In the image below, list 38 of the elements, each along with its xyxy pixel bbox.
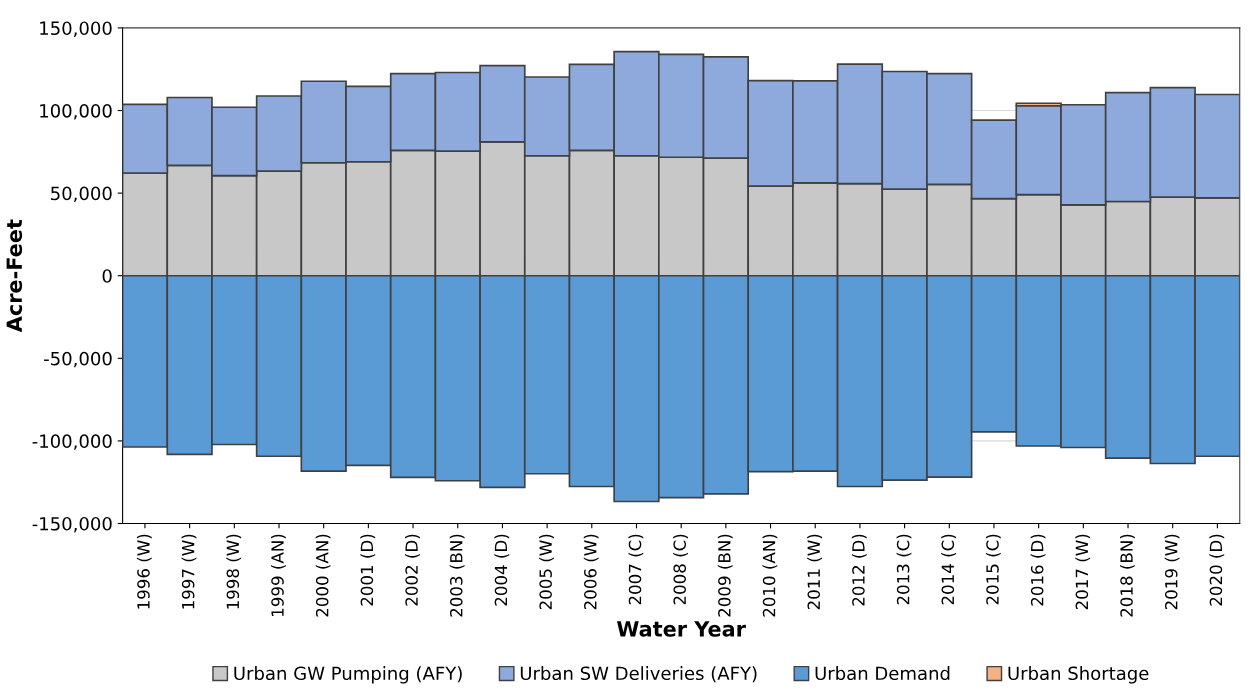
x-tick-label: 2008 (C)	[673, 534, 688, 605]
x-tick-label: 2014 (C)	[941, 534, 957, 605]
y-axis-title: Acre-Feet	[6, 219, 23, 333]
x-tick-label: 2009 (BN)	[717, 534, 733, 617]
x-tick-label: 2012 (D)	[851, 534, 867, 606]
x-tick-label: 2010 (AN)	[762, 534, 778, 617]
y-tick-label: -100,000	[32, 434, 112, 450]
x-tick-label: 1998 (W)	[226, 534, 242, 609]
x-tick-label: 2018 (BN)	[1119, 534, 1135, 617]
legend-label: Urban Demand	[815, 666, 950, 681]
x-tick-label: 2003 (BN)	[449, 534, 465, 617]
x-tick-label: 2001 (D)	[360, 534, 376, 606]
x-axis-title: Water Year	[617, 621, 746, 637]
y-tick-label: 150,000	[40, 21, 112, 37]
y-tick-label: -50,000	[44, 351, 112, 368]
x-tick-label: 2007 (C)	[628, 534, 644, 605]
x-tick-label: 1996 (W)	[136, 534, 152, 609]
x-tick-label: 2013 (C)	[896, 534, 912, 605]
x-tick-label: 2017 (W)	[1075, 534, 1091, 610]
legend-label: Urban GW Pumping (AFY)	[234, 666, 462, 684]
x-tick-label: 2016 (D)	[1030, 534, 1046, 606]
y-tick-label: -150,000	[32, 516, 112, 533]
x-tick-label: 2000 (AN)	[315, 534, 331, 617]
x-tick-label: 2006 (W)	[583, 534, 599, 610]
x-tick-label: 2019 (W)	[1164, 534, 1180, 610]
x-tick-label: 1999 (AN)	[270, 534, 286, 616]
x-tick-label: 2004 (D)	[494, 534, 510, 606]
y-tick-label: 50,000	[51, 186, 112, 203]
x-tick-label: 2020 (D)	[1209, 534, 1225, 606]
legend-label: Urban Shortage	[1008, 666, 1149, 684]
x-tick-label: 2005 (W)	[539, 534, 554, 610]
x-tick-label: 2015 (C)	[985, 534, 1001, 605]
legend-label: Urban SW Deliveries (AFY)	[520, 666, 757, 683]
x-tick-label: 2002 (D)	[405, 534, 420, 606]
x-tick-label: 2011 (W)	[807, 534, 823, 610]
x-tick-label: 1997 (W)	[181, 534, 197, 609]
y-tick-label: 0	[102, 269, 112, 283]
y-tick-label: 100,000	[40, 103, 112, 120]
